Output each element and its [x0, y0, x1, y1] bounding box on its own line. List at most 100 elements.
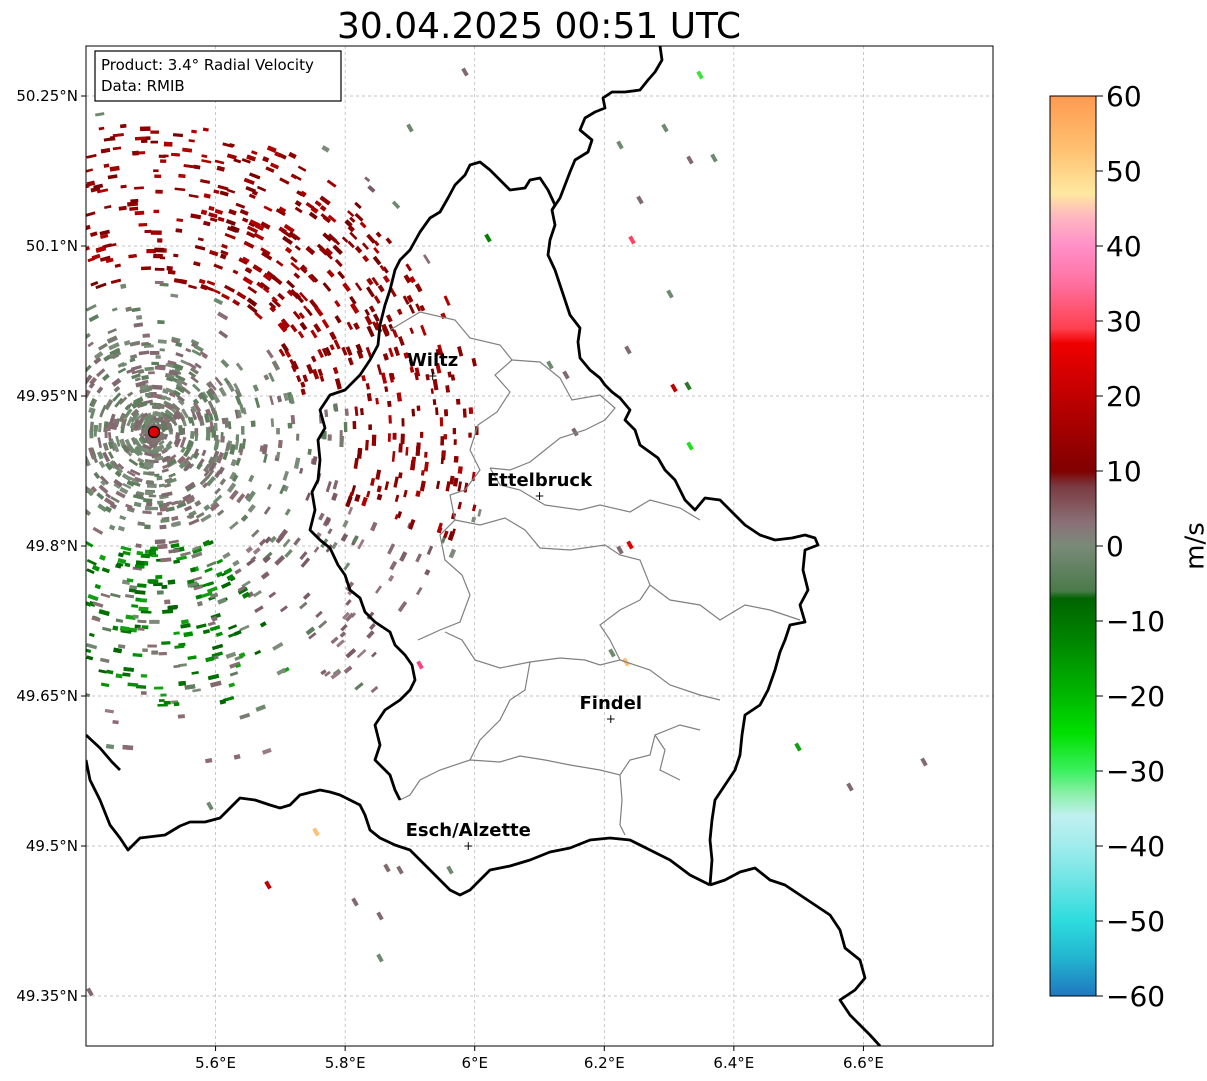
radar-cell: [126, 479, 135, 487]
radar-cell: [237, 409, 242, 419]
radar-cell: [88, 407, 94, 414]
city-marker: +: [606, 712, 616, 726]
radar-cell: [188, 193, 199, 199]
radar-cell: [435, 348, 442, 356]
radar-cell: [94, 351, 104, 360]
radar-cell: [279, 177, 290, 185]
radar-cell: [661, 123, 669, 133]
radar-cell: [155, 189, 163, 194]
radar-cell: [255, 704, 267, 712]
radar-cell: [156, 475, 163, 481]
radar-cell: [137, 151, 146, 155]
radar-cell: [251, 529, 260, 538]
radar-cell: [366, 325, 375, 338]
radar-cell: [187, 362, 197, 370]
radar-cell: [132, 653, 143, 657]
radar-cell: [115, 490, 126, 499]
radar-cell: [201, 154, 208, 159]
radar-cell: [155, 355, 161, 359]
radar-cell: [347, 240, 355, 249]
radar-cell: [241, 217, 249, 223]
radar-cell: [271, 360, 281, 371]
radar-cell: [327, 434, 332, 441]
radar-cell: [126, 578, 134, 583]
radar-cell: [171, 500, 179, 506]
radar-cell: [175, 385, 186, 394]
colorbar-tick-label: 0: [1106, 530, 1124, 563]
radar-cell: [141, 374, 149, 381]
radar-cell: [163, 433, 169, 440]
radar-cell: [140, 610, 152, 614]
radar-cell: [174, 187, 186, 192]
radar-cell: [211, 643, 224, 651]
radar-cell: [206, 560, 217, 568]
radar-cell: [226, 188, 236, 194]
radar-cell: [210, 407, 217, 415]
radar-cell: [246, 154, 256, 162]
radar-cell: [98, 422, 102, 433]
radar-cell: [160, 421, 168, 431]
radar-cell: [246, 225, 259, 234]
radar-cell: [268, 301, 277, 310]
radar-cell: [88, 381, 96, 389]
radar-cell: [209, 502, 220, 512]
radar-cell: [177, 714, 186, 719]
radar-cell: [209, 420, 214, 428]
radar-cell: [299, 265, 308, 274]
radar-cell: [415, 303, 421, 312]
radar-cell: [198, 278, 206, 285]
radar-cell: [129, 358, 136, 363]
radar-cell: [193, 261, 201, 267]
radar-cell: [164, 483, 172, 488]
radar-cell: [161, 448, 168, 454]
radar-cell: [195, 410, 203, 421]
radar-cell: [277, 292, 285, 301]
radar-cell: [99, 255, 111, 262]
radar-cell: [126, 450, 133, 457]
radar-cell: [371, 434, 377, 446]
radar-cell: [263, 374, 270, 381]
radar-cell: [163, 141, 173, 147]
radar-cell: [94, 583, 101, 590]
radar-cell: [278, 528, 288, 540]
radar-cell: [154, 247, 165, 253]
radar-cell: [90, 485, 98, 493]
radar-cell: [189, 567, 196, 573]
radar-cell: [324, 409, 329, 418]
colorbar-tick-label: −50: [1106, 905, 1165, 938]
radar-cell: [91, 253, 101, 260]
radar-cell: [322, 232, 333, 242]
radar-cell: [109, 135, 116, 141]
radar-cell: [299, 291, 309, 302]
radar-cell: [344, 408, 349, 417]
radar-cell: [178, 425, 183, 436]
radar-cell: [139, 401, 148, 408]
radar-cell: [397, 601, 408, 613]
radar-cell: [342, 611, 350, 620]
radar-cell: [203, 469, 210, 477]
radar-cell: [333, 339, 341, 350]
radar-cell: [319, 195, 331, 206]
radar-cell: [262, 287, 270, 294]
radar-cell: [345, 612, 355, 622]
radar-cell: [216, 558, 224, 565]
radar-cell: [403, 352, 410, 359]
radar-cell: [394, 494, 400, 503]
radar-cell: [118, 396, 128, 405]
radar-cell: [440, 536, 447, 544]
radar-cell: [110, 278, 122, 284]
y-tick-label: 49.8°N: [26, 537, 78, 555]
radar-cell: [213, 422, 218, 431]
radar-cell: [89, 398, 96, 407]
radar-cell: [445, 385, 450, 393]
radar-cell: [214, 159, 225, 165]
radar-cell: [90, 280, 99, 287]
radar-cell: [313, 546, 320, 553]
radar-cell: [325, 481, 332, 493]
radar-cell: [132, 494, 145, 500]
radar-cell: [414, 367, 421, 377]
radar-cell: [376, 953, 384, 963]
radar-cell: [184, 684, 196, 690]
radar-cell: [163, 416, 171, 424]
colorbar-tick-label: 20: [1106, 380, 1142, 413]
